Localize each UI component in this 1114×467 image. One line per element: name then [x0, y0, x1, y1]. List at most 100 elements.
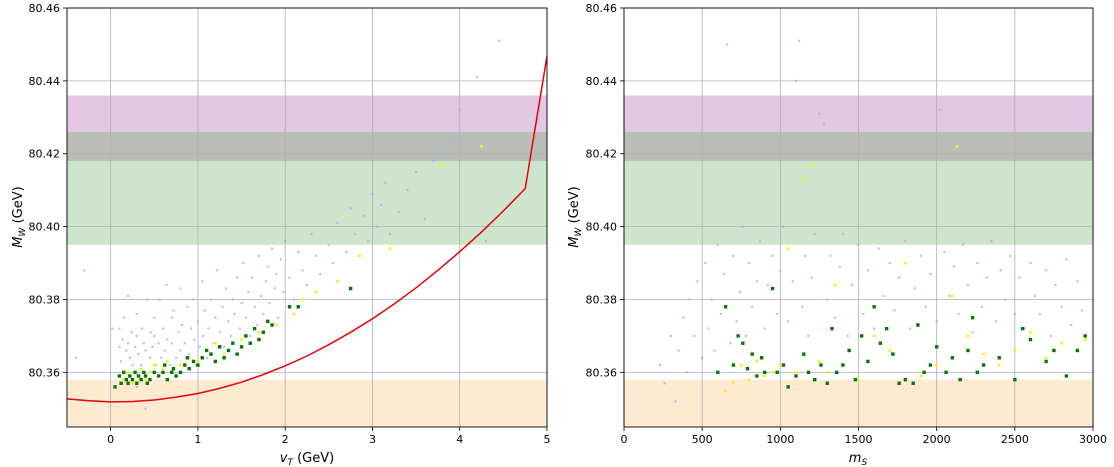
- scatter-point: [432, 159, 435, 163]
- scatter-point: [935, 363, 938, 367]
- scatter-point: [131, 363, 134, 367]
- scatter-point: [171, 367, 176, 371]
- scatter-point: [375, 225, 378, 228]
- scatter-point: [126, 381, 130, 385]
- scatter-point: [133, 370, 137, 375]
- scatter-point: [172, 309, 175, 312]
- scatter-point: [240, 302, 243, 305]
- scatter-point: [170, 316, 173, 319]
- scatter-point: [934, 345, 939, 349]
- scatter-point: [716, 243, 719, 246]
- scatter-point: [128, 374, 132, 378]
- left-plot-bands: [67, 95, 547, 427]
- scatter-point: [771, 371, 774, 374]
- scatter-point: [846, 334, 849, 338]
- scatter-point: [257, 330, 261, 334]
- scatter-point: [388, 232, 392, 235]
- scatter-point: [187, 367, 191, 371]
- scatter-point: [916, 323, 920, 327]
- scatter-point: [140, 327, 144, 330]
- scatter-point: [830, 326, 834, 331]
- scatter-point: [999, 269, 1002, 272]
- scatter-point: [275, 272, 278, 276]
- scatter-point: [165, 377, 170, 382]
- scatter-point: [904, 261, 907, 265]
- scatter-point: [729, 342, 732, 345]
- scatter-point: [292, 298, 296, 301]
- scatter-point: [841, 363, 845, 367]
- scatter-point: [196, 363, 200, 367]
- scatter-point: [314, 290, 318, 294]
- scatter-point: [186, 305, 189, 308]
- scatter-point: [971, 331, 974, 334]
- scatter-point: [857, 243, 860, 246]
- scatter-point: [797, 39, 801, 42]
- scatter-point: [735, 320, 738, 323]
- scatter-point: [957, 312, 960, 316]
- scatter-point: [710, 298, 713, 301]
- scatter-point: [259, 294, 262, 297]
- scatter-point: [1004, 298, 1007, 301]
- scatter-point: [170, 342, 173, 345]
- scatter-point: [898, 276, 901, 279]
- scatter-point: [224, 287, 227, 290]
- x-tick-label: 4: [456, 433, 463, 446]
- scatter-point: [1028, 337, 1033, 342]
- scatter-point: [948, 294, 951, 297]
- scatter-point: [166, 360, 169, 363]
- scatter-point: [270, 247, 274, 250]
- fit-curve: [67, 55, 547, 403]
- scatter-point: [327, 243, 330, 246]
- scatter-point: [256, 323, 259, 327]
- scatter-point: [191, 359, 196, 364]
- scatter-point: [122, 316, 125, 319]
- x-tick-label: 1000: [766, 433, 794, 446]
- scatter-point: [153, 316, 156, 319]
- y-tick-label: 80.42: [29, 148, 61, 161]
- scatter-point: [1009, 254, 1012, 257]
- scatter-point: [192, 298, 195, 301]
- scatter-point: [149, 331, 152, 334]
- scatter-point: [958, 377, 962, 382]
- scatter-point: [1083, 338, 1087, 341]
- scatter-point: [707, 327, 710, 330]
- scatter-point: [782, 225, 785, 228]
- scatter-point: [693, 334, 696, 338]
- scatter-point: [990, 240, 993, 243]
- scatter-point: [966, 283, 970, 287]
- scatter-point: [779, 363, 782, 367]
- scatter-point: [787, 320, 790, 323]
- scatter-point: [807, 334, 810, 338]
- scatter-point: [911, 381, 915, 385]
- scatter-point: [135, 385, 138, 389]
- right-plot-ylabel: MW (GeV): [567, 186, 584, 247]
- scatter-point: [741, 341, 745, 345]
- scatter-point: [723, 305, 728, 309]
- scatter-point: [935, 320, 938, 323]
- x-tick-label: 2: [282, 433, 289, 446]
- scatter-point: [825, 381, 829, 385]
- scatter-point: [221, 305, 224, 308]
- scatter-point: [213, 359, 218, 364]
- x-tick-label: 1: [194, 433, 201, 446]
- scatter-point: [158, 298, 161, 301]
- scatter-point: [119, 381, 123, 385]
- scatter-point: [118, 345, 121, 348]
- scatter-point: [240, 338, 243, 341]
- scatter-point: [152, 363, 156, 367]
- scatter-point: [126, 371, 130, 374]
- scatter-point: [148, 377, 152, 382]
- scatter-point: [1064, 374, 1069, 378]
- scatter-point: [244, 316, 248, 319]
- scatter-point: [818, 360, 821, 363]
- scatter-point: [179, 363, 182, 367]
- scatter-point: [696, 280, 699, 283]
- left-plot-curve: [67, 55, 547, 403]
- scatter-point: [257, 337, 261, 342]
- scatter-point: [813, 377, 817, 382]
- scatter-point: [288, 276, 291, 279]
- scatter-point: [144, 378, 147, 381]
- y-tick-label: 80.40: [29, 221, 61, 234]
- scatter-point: [829, 254, 832, 257]
- scatter-point: [872, 334, 876, 338]
